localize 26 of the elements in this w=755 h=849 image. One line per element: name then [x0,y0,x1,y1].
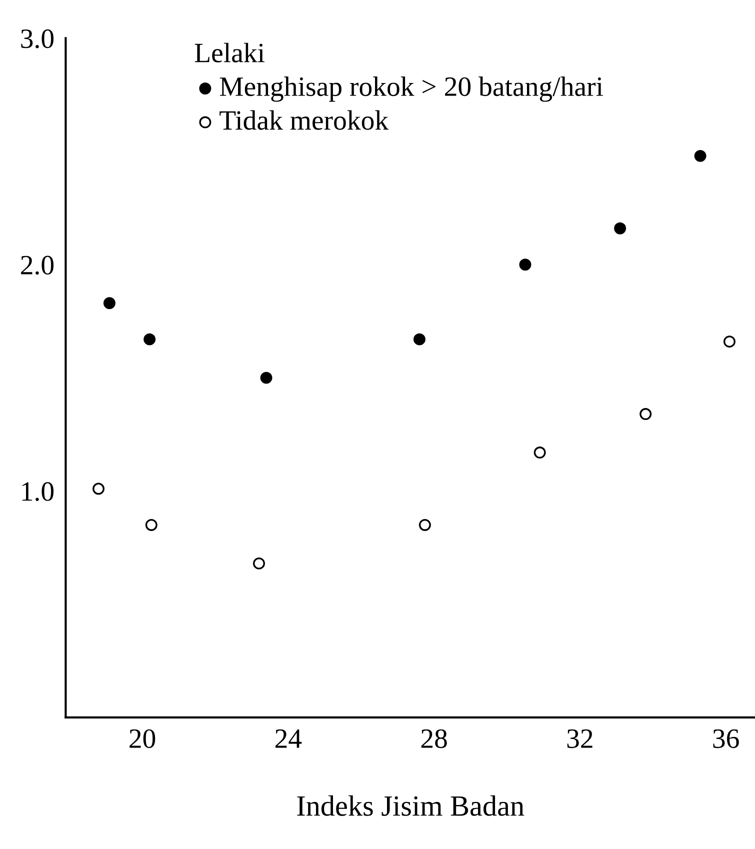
x-axis-title: Indeks Jisim Badan [297,795,524,816]
x-tick-label: 24 [275,729,302,748]
point [145,518,158,531]
point [534,446,546,458]
point [413,333,426,346]
point [418,518,431,531]
y-tick-label: 2.0 [21,256,54,275]
point [144,333,156,346]
x-tick-label: 20 [130,729,156,748]
x-tick-label: 36 [713,729,739,748]
y-tick-label: 3.0 [21,29,54,48]
point [92,482,104,495]
legend-label: Menghisap rokok > 20 batang/hari [220,76,603,102]
point [519,258,532,271]
legend-title: Lelaki [194,42,264,62]
point [640,408,652,420]
point [103,297,116,310]
point [694,150,706,162]
y-tick-label: 1.0 [22,482,54,502]
point [260,372,272,384]
point [253,557,265,570]
x-tick-label: 28 [421,729,447,748]
x-tick-label: 32 [567,729,592,748]
legend-label: Tidak merokok [220,110,389,130]
point [614,222,626,234]
point [723,336,736,348]
